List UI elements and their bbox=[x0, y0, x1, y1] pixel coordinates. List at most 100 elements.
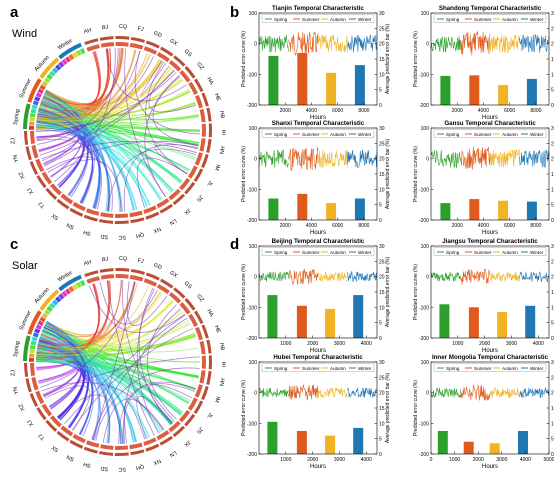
region-arc bbox=[156, 283, 170, 295]
region-arc bbox=[72, 201, 86, 212]
y2-tick-label: 0 bbox=[551, 336, 554, 342]
error-curve bbox=[430, 150, 461, 169]
chord-ribbon bbox=[122, 280, 175, 422]
x-tick-label: 2000 bbox=[280, 108, 291, 114]
season-segment bbox=[58, 293, 65, 300]
legend-label: Winter bbox=[530, 250, 544, 255]
x-tick-label: 4000 bbox=[478, 108, 489, 114]
y2-tick-label: 10 bbox=[379, 421, 385, 427]
chord-ribbon bbox=[43, 356, 200, 397]
region-label: SH bbox=[83, 228, 92, 236]
chord-ribbon bbox=[126, 280, 168, 326]
x-axis-label: Hours bbox=[310, 230, 326, 236]
chord-ribbon bbox=[148, 65, 197, 113]
region-arc bbox=[35, 390, 45, 405]
y2-tick-label: 30 bbox=[379, 11, 385, 17]
chord-ribbon bbox=[44, 48, 109, 106]
region-arc bbox=[31, 145, 39, 159]
region-arc bbox=[115, 268, 130, 272]
y-tick-label: -100 bbox=[247, 421, 257, 427]
chord-ribbon bbox=[36, 123, 100, 209]
chord-ribbon bbox=[99, 281, 158, 325]
x-tick-label: 2000 bbox=[479, 341, 490, 347]
temporal-panel: Inner Mongolia Temporal Characteristic Sp… bbox=[413, 354, 554, 470]
y2-tick-label: 10 bbox=[551, 72, 554, 78]
y2-tick-label: 5 bbox=[379, 88, 382, 94]
region-label: AH bbox=[83, 27, 92, 35]
error-bar bbox=[268, 55, 279, 105]
legend-box bbox=[433, 363, 547, 372]
y-tick-label: -200 bbox=[247, 103, 257, 109]
chord-ribbon bbox=[122, 383, 195, 444]
region-label: CQ bbox=[119, 24, 128, 30]
error-curve bbox=[460, 146, 491, 170]
y2-tick-label: 0 bbox=[379, 218, 382, 224]
y2-tick-label: 10 bbox=[379, 187, 385, 193]
x-axis-label: Hours bbox=[310, 464, 326, 470]
chord-ribbon bbox=[44, 385, 91, 431]
season-segment bbox=[30, 108, 37, 114]
region-arc bbox=[193, 168, 204, 183]
chord-ribbon bbox=[35, 361, 172, 425]
season-segment bbox=[61, 58, 68, 66]
region-arc bbox=[50, 415, 62, 428]
legend-label: Winter bbox=[530, 132, 544, 137]
panel-d-letter: d bbox=[230, 236, 240, 253]
legend-label: Winter bbox=[530, 366, 544, 371]
region-label: GD bbox=[153, 30, 163, 39]
region-arc bbox=[173, 55, 186, 67]
region-label: SC bbox=[118, 234, 126, 240]
chord-ribbon bbox=[37, 114, 85, 187]
region-arc bbox=[143, 205, 157, 214]
season-arc bbox=[58, 42, 82, 60]
region-arc bbox=[129, 42, 144, 50]
region-arc bbox=[206, 370, 212, 386]
region-arc bbox=[143, 46, 158, 55]
region-label: LN bbox=[168, 449, 177, 458]
panel-legend: Spring Summer Autumn Winter bbox=[261, 129, 375, 138]
y-tick-label: -200 bbox=[419, 218, 429, 224]
region-arc bbox=[115, 273, 129, 279]
y2-tick-label: 15 bbox=[379, 406, 385, 412]
region-arc bbox=[115, 213, 129, 219]
season-segment bbox=[64, 288, 71, 295]
y-tick-label: -100 bbox=[419, 305, 429, 311]
season-segment bbox=[37, 320, 44, 326]
legend-label: Spring bbox=[274, 250, 288, 255]
legend-label: Spring bbox=[274, 132, 288, 137]
chord-ribbon bbox=[39, 70, 175, 156]
y-tick-label: 0 bbox=[254, 42, 257, 48]
error-bar bbox=[325, 435, 336, 454]
y2-tick-label: 15 bbox=[379, 172, 385, 178]
panel-a-letter: a bbox=[10, 4, 19, 21]
x-tick-label: 4000 bbox=[306, 108, 317, 114]
season-segment bbox=[79, 280, 86, 287]
legend-label: Winter bbox=[358, 250, 372, 255]
season-segment bbox=[68, 53, 75, 61]
y2-axis-label: Average predicted error bar (%) bbox=[385, 139, 391, 210]
region-arc bbox=[129, 442, 143, 450]
legend-label: Spring bbox=[274, 17, 288, 22]
chord-ribbon bbox=[36, 56, 155, 141]
y-tick-label: -100 bbox=[419, 187, 429, 193]
chord-ribbon bbox=[36, 311, 184, 356]
chord-ribbon bbox=[136, 288, 160, 434]
region-label: JS bbox=[195, 426, 204, 435]
error-curve bbox=[430, 272, 461, 282]
x-tick-label: 5000 bbox=[543, 457, 554, 463]
y2-tick-label: 30 bbox=[551, 126, 554, 132]
legend-label: Autumn bbox=[330, 366, 346, 371]
y2-tick-label: 15 bbox=[551, 57, 554, 63]
region-arc bbox=[201, 123, 206, 137]
region-arc bbox=[184, 413, 196, 427]
chord-ribbon bbox=[42, 328, 182, 415]
y2-tick-label: 0 bbox=[379, 103, 382, 109]
region-arc bbox=[69, 439, 84, 449]
region-arc bbox=[208, 355, 212, 370]
region-arc bbox=[100, 444, 114, 450]
x-tick-label: 2000 bbox=[280, 223, 291, 229]
panel-title: Inner Mongolia Temporal Characteristic bbox=[432, 354, 549, 361]
y-tick-label: -100 bbox=[247, 187, 257, 193]
region-arc bbox=[41, 403, 53, 417]
y2-tick-label: 30 bbox=[379, 126, 385, 132]
